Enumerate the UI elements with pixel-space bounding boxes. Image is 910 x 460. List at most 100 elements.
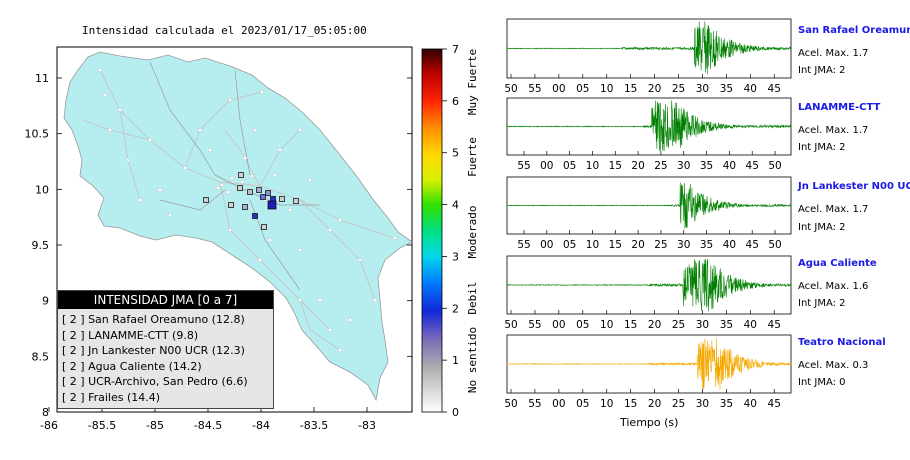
colorbar-level-label: Debil [466, 281, 479, 314]
city-dot [167, 212, 173, 218]
time-tick-label: 55 [528, 83, 541, 95]
intensity-legend: INTENSIDAD JMA [0 a 7] [ 2 ] San Rafael … [57, 290, 274, 409]
station-int-2: Int JMA: 2 [798, 222, 846, 233]
time-tick-label: 55 [528, 319, 541, 331]
y-tick-label: 10.5 [25, 128, 50, 141]
legend-row: [ 2 ] Frailes (14.4) [62, 390, 161, 404]
station-name-1: LANAMME-CTT [798, 102, 881, 113]
time-tick-label: 00 [552, 83, 565, 95]
station-name-3: Agua Caliente [798, 258, 877, 269]
city-dot [227, 97, 233, 103]
y-tick-label: 8 [42, 406, 49, 419]
y-tick-label: 8.5 [32, 350, 50, 363]
station-marker [203, 197, 209, 203]
city-dot [327, 227, 333, 233]
station-marker [260, 194, 266, 200]
seismogram-trace [506, 100, 792, 152]
y-tick-label: 11 [35, 72, 49, 85]
city-dot [242, 155, 248, 161]
map-title: Intensidad calculada el 2023/01/17_05:05… [82, 24, 367, 37]
colorbar-tick-label: 5 [452, 147, 459, 160]
city-dot [372, 297, 378, 303]
city-dot [259, 89, 265, 95]
city-dot [107, 127, 113, 133]
colorbar-tick-label: 3 [452, 250, 459, 263]
station-accel-1: Acel. Max. 1.7 [798, 125, 869, 136]
time-tick-label: 05 [576, 83, 589, 95]
city-dot [97, 67, 103, 73]
time-tick-label: 00 [540, 160, 553, 172]
colorbar-tick-label: 4 [452, 199, 459, 212]
station-marker [261, 224, 267, 230]
time-tick-label: 55 [528, 398, 541, 410]
station-accel-0: Acel. Max. 1.7 [798, 48, 869, 59]
station-marker [247, 189, 253, 195]
station-accel-2: Acel. Max. 1.7 [798, 204, 869, 215]
time-tick-label: 30 [696, 319, 709, 331]
time-axis-label: Tiempo (s) [620, 416, 679, 429]
time-tick-label: 10 [586, 160, 599, 172]
city-dot [239, 179, 245, 185]
city-dot [337, 217, 343, 223]
time-tick-label: 15 [624, 398, 637, 410]
station-int-4: Int JMA: 0 [798, 377, 846, 388]
time-tick-label: 55 [517, 239, 530, 251]
colorbar-level-label: No sentido [466, 327, 479, 393]
city-dot [197, 127, 203, 133]
station-name-2: Jn Lankester N00 UCR [798, 181, 910, 192]
time-tick-label: 45 [768, 83, 781, 95]
station-marker [293, 198, 299, 204]
time-tick-label: 25 [654, 160, 667, 172]
time-tick-label: 15 [624, 319, 637, 331]
time-tick-label: 40 [723, 160, 736, 172]
time-tick-label: 05 [563, 160, 576, 172]
time-tick-label: 50 [504, 319, 517, 331]
station-accel-3: Acel. Max. 1.6 [798, 281, 869, 292]
time-tick-label: 40 [744, 319, 757, 331]
colorbar-tick-label: 2 [452, 302, 459, 315]
legend-title: INTENSIDAD JMA [0 a 7] [58, 291, 273, 309]
station-name-0: San Rafael Oreamuno [798, 25, 910, 36]
time-tick-label: 25 [672, 398, 685, 410]
city-dot [317, 297, 323, 303]
city-dot [327, 327, 333, 333]
city-dot [117, 107, 123, 113]
city-dot [229, 175, 235, 181]
city-dot [207, 147, 213, 153]
time-tick-label: 25 [654, 239, 667, 251]
city-dot [347, 317, 353, 323]
time-tick-label: 00 [552, 398, 565, 410]
station-marker [265, 190, 271, 196]
city-dot [182, 165, 188, 171]
time-tick-label: 10 [586, 239, 599, 251]
time-tick-label: 40 [723, 239, 736, 251]
time-tick-label: 15 [609, 239, 622, 251]
city-dot [252, 127, 258, 133]
time-tick-label: 50 [768, 160, 781, 172]
colorbar-level-label: Moderado [466, 206, 479, 259]
city-dot [225, 189, 231, 195]
city-dot [157, 187, 163, 193]
time-tick-label: 15 [624, 83, 637, 95]
x-tick-label: -84 [252, 419, 270, 432]
time-tick-label: 35 [700, 239, 713, 251]
time-tick-label: 45 [746, 239, 759, 251]
colorbar-tick-label: 6 [452, 95, 459, 108]
time-tick-label: 30 [677, 160, 690, 172]
time-tick-label: 20 [648, 83, 661, 95]
city-dot [215, 185, 221, 191]
city-dot [307, 177, 313, 183]
time-tick-label: 40 [744, 83, 757, 95]
city-dot [147, 137, 153, 143]
station-name-4: Teatro Nacional [798, 337, 886, 348]
legend-row: [ 2 ] UCR-Archivo, San Pedro (6.6) [62, 375, 248, 388]
station-int-0: Int JMA: 2 [798, 65, 846, 76]
x-tick-label: -85 [146, 419, 164, 432]
station-int-3: Int JMA: 2 [798, 298, 846, 309]
time-tick-label: 35 [700, 160, 713, 172]
city-dot [267, 237, 273, 243]
time-tick-label: 10 [600, 319, 613, 331]
colorbar-labels: No sentido Debil Moderado Fuerte Muy Fuerte [466, 49, 479, 393]
city-dot [337, 347, 343, 353]
